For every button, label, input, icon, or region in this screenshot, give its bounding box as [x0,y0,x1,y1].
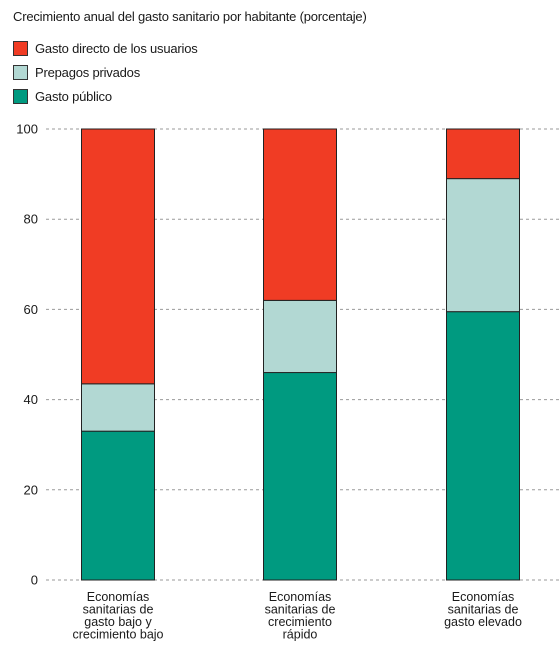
bar-segment-2-1 [263,372,337,581]
bar-segment-2-2 [263,299,337,374]
category-label-line: sanitarias de [448,603,519,617]
category-label-1: Economías sanitarias de gasto bajo y crecim… [72,590,163,642]
category-label-line: crecimiento [268,615,332,629]
category-label-line: Economías [87,590,150,604]
legend-label-out-of-pocket: Gasto directo de los usuarios [35,40,198,56]
legend-item-public-spending: Gasto público [13,84,198,108]
category-label-line: Economías [452,590,515,604]
bar-segment-1-3 [81,128,155,385]
legend-item-private-prepaid: Prepagos privados [13,60,198,84]
legend-swatch-out-of-pocket [13,40,28,56]
legend-swatch-private-prepaid [13,64,28,80]
y-tick-label-60: 60 [24,302,38,317]
legend: Gasto directo de los usuarios Prepagos p… [13,36,198,108]
chart-title: Crecimiento anual del gasto sanitario po… [13,9,367,24]
y-tick-label-80: 80 [24,212,38,227]
y-tick-label-0: 0 [31,573,38,588]
bar-segment-2-3 [263,128,337,301]
category-label-line: crecimiento bajo [72,628,163,642]
category-label-line: gasto elevado [444,615,522,629]
y-tick-label-20: 20 [24,482,38,497]
y-tick-label-40: 40 [24,392,38,407]
legend-swatch-public-spending [13,88,28,104]
category-label-line: Economías [269,590,332,604]
legend-label-public-spending: Gasto público [35,88,112,104]
legend-label-private-prepaid: Prepagos privados [35,64,140,80]
category-label-line: gasto bajo y [84,615,152,629]
category-label-line: rápido [283,628,318,642]
category-label-line: sanitarias de [265,603,336,617]
bar-segment-1-2 [81,383,155,432]
category-label-line: sanitarias de [83,603,154,617]
legend-item-out-of-pocket: Gasto directo de los usuarios [13,36,198,60]
category-label-3: Economías sanitarias de gasto elevado [444,590,522,629]
y-tick-label-100: 100 [16,122,38,137]
bar-segment-3-1 [446,311,520,581]
bar-segment-3-3 [446,128,520,180]
bar-segment-1-1 [81,430,155,581]
bar-segment-3-2 [446,178,520,313]
category-label-2: Economías sanitarias de crecimiento rápido [265,590,336,642]
